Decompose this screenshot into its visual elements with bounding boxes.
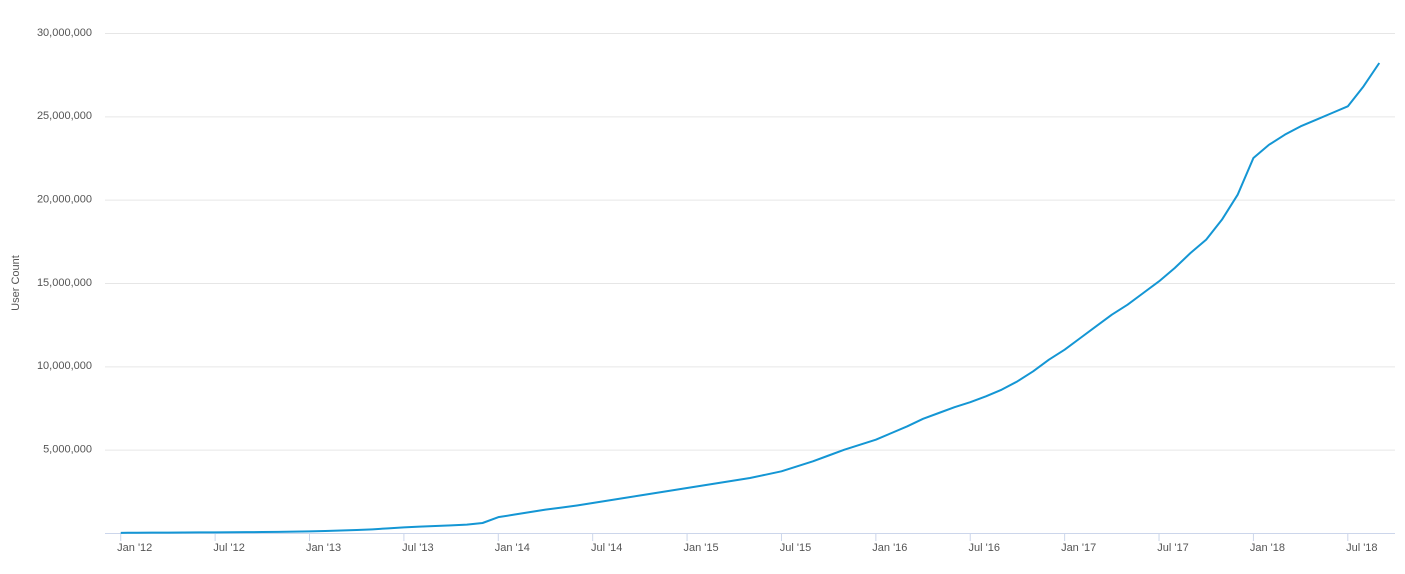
x-tick-label: Jul '14 (591, 542, 622, 554)
y-tick-label: 5,000,000 (43, 444, 92, 456)
y-tick-label: 20,000,000 (37, 194, 92, 206)
x-tick-label: Jan '16 (872, 542, 907, 554)
x-tick-label: Jul '15 (780, 542, 811, 554)
y-tick-label: 30,000,000 (37, 27, 92, 39)
x-tick-label: Jan '17 (1061, 542, 1096, 554)
x-tick-label: Jul '13 (402, 542, 433, 554)
x-tick-label: Jul '18 (1346, 542, 1377, 554)
x-tick-label: Jan '18 (1250, 542, 1285, 554)
y-tick-label: 10,000,000 (37, 360, 92, 372)
x-tick-label: Jul '17 (1157, 542, 1188, 554)
x-tick-label: Jan '14 (495, 542, 530, 554)
y-tick-label: 25,000,000 (37, 110, 92, 122)
line (120, 62, 1381, 534)
x-tick-label: Jan '13 (306, 542, 341, 554)
y-tick-label: 15,000,000 (37, 277, 92, 289)
x-tick-label: Jul '16 (969, 542, 1000, 554)
x-tick-label: Jul '12 (213, 542, 244, 554)
x-tick-label: Jan '15 (684, 542, 719, 554)
x-tick-label: Jan '12 (117, 542, 152, 554)
y-axis-title: User Count (10, 255, 22, 311)
